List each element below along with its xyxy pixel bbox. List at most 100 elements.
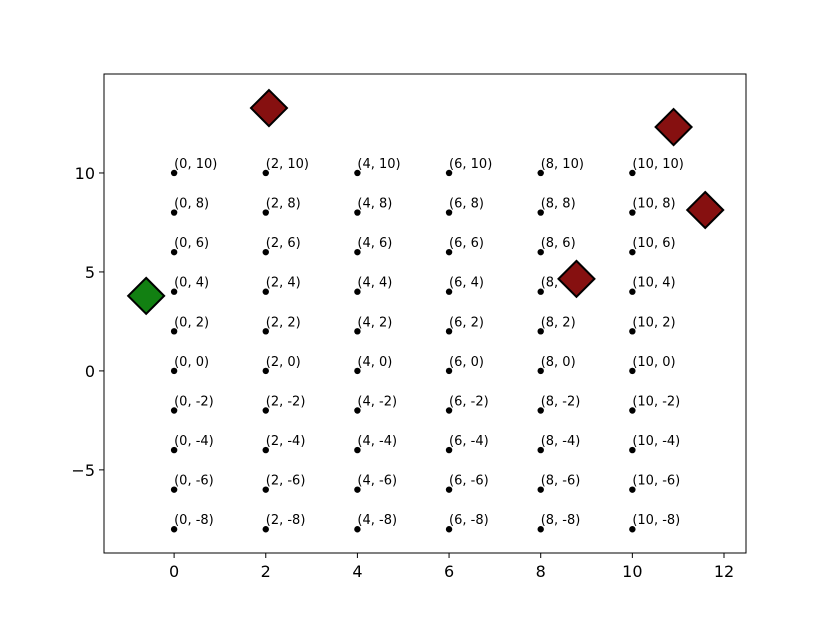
plot-frame: [103, 73, 747, 554]
point-label: (8, -2): [541, 394, 581, 409]
point-label: (4, 2): [357, 315, 392, 330]
point-label: (4, 4): [357, 276, 392, 291]
x-tick-label: 4: [352, 562, 362, 581]
point: [629, 367, 636, 375]
point-label: (4, -2): [357, 394, 397, 409]
point: [170, 328, 178, 335]
point-label: (4, -6): [357, 474, 397, 489]
point: [354, 486, 361, 493]
diamond-marker: [126, 276, 166, 316]
point-label: (2, -6): [266, 474, 306, 489]
point: [262, 526, 269, 533]
point-label: (0, 8): [174, 197, 209, 212]
point: [170, 288, 178, 295]
point: [537, 209, 544, 216]
point: [537, 486, 544, 493]
diamond-marker: [654, 107, 694, 147]
point: [629, 486, 636, 493]
point-label: (10, 4): [632, 276, 675, 291]
point-label: (8, 0): [541, 355, 576, 370]
point: [262, 407, 269, 414]
point: [445, 526, 453, 533]
point-label: (2, 6): [266, 236, 301, 251]
point-label: (8, 8): [541, 197, 576, 212]
x-tick-label: 10: [622, 562, 642, 581]
point: [629, 407, 636, 414]
y-tick-label: −5: [71, 461, 95, 480]
point-label: (4, -8): [357, 513, 397, 528]
point-label: (0, -4): [174, 434, 214, 449]
point-label: (6, -6): [449, 474, 489, 489]
point-label: (2, 2): [266, 315, 301, 330]
y-tick-label: 10: [75, 164, 95, 183]
point: [537, 328, 544, 335]
point: [170, 407, 178, 414]
point: [537, 446, 544, 454]
point: [354, 446, 361, 454]
point: [170, 526, 178, 533]
point: [170, 446, 178, 454]
point: [262, 209, 269, 216]
point: [354, 526, 361, 533]
point-label: (8, 2): [541, 315, 576, 330]
point: [445, 248, 453, 256]
point-label: (8, -6): [541, 474, 581, 489]
x-tick-label: 12: [714, 562, 734, 581]
x-tick-label: 8: [536, 562, 546, 581]
point: [170, 486, 178, 493]
point: [629, 288, 636, 295]
x-tick-label: 0: [169, 562, 179, 581]
point: [354, 288, 361, 295]
point-label: (2, -8): [266, 513, 306, 528]
point: [170, 367, 178, 375]
point-label: (4, 6): [357, 236, 392, 251]
point: [629, 446, 636, 454]
point: [354, 248, 361, 256]
point: [170, 209, 178, 216]
point-label: (4, 8): [357, 197, 392, 212]
point: [537, 367, 544, 375]
point-label: (0, 0): [174, 355, 209, 370]
point-label: (4, 10): [357, 157, 400, 172]
point: [445, 446, 453, 454]
point-label: (6, -2): [449, 394, 489, 409]
point-label: (0, -8): [174, 513, 214, 528]
point-label: (4, 0): [357, 355, 392, 370]
point: [354, 328, 361, 335]
point: [354, 209, 361, 216]
point-label: (2, 8): [266, 197, 301, 212]
point: [629, 248, 636, 256]
point-label: (10, 2): [632, 315, 675, 330]
point-label: (10, 8): [632, 197, 675, 212]
point: [262, 248, 269, 256]
point: [354, 407, 361, 414]
point-label: (0, 10): [174, 157, 217, 172]
point-label: (6, 0): [449, 355, 484, 370]
point-label: (2, 0): [266, 355, 301, 370]
point: [537, 248, 544, 256]
x-tick-label: 2: [261, 562, 271, 581]
point-label: (6, 6): [449, 236, 484, 251]
point: [537, 169, 544, 177]
point: [445, 486, 453, 493]
point: [537, 526, 544, 533]
point-label: (6, -4): [449, 434, 489, 449]
point-label: (10, 10): [632, 157, 684, 172]
point-label: (6, 8): [449, 197, 484, 212]
point-label: (0, 2): [174, 315, 209, 330]
point-label: (10, -4): [632, 434, 680, 449]
point-label: (8, 6): [541, 236, 576, 251]
point: [445, 209, 453, 216]
point-label: (6, 10): [449, 157, 492, 172]
point-label: (0, -2): [174, 394, 214, 409]
point: [629, 328, 636, 335]
point: [262, 367, 269, 375]
point-label: (8, -8): [541, 513, 581, 528]
point-label: (10, -8): [632, 513, 680, 528]
point-label: (8, -4): [541, 434, 581, 449]
diamond-marker: [557, 259, 596, 299]
point-label: (0, 4): [174, 276, 209, 291]
point-label: (4, -4): [357, 434, 397, 449]
point-label: (2, -2): [266, 394, 306, 409]
